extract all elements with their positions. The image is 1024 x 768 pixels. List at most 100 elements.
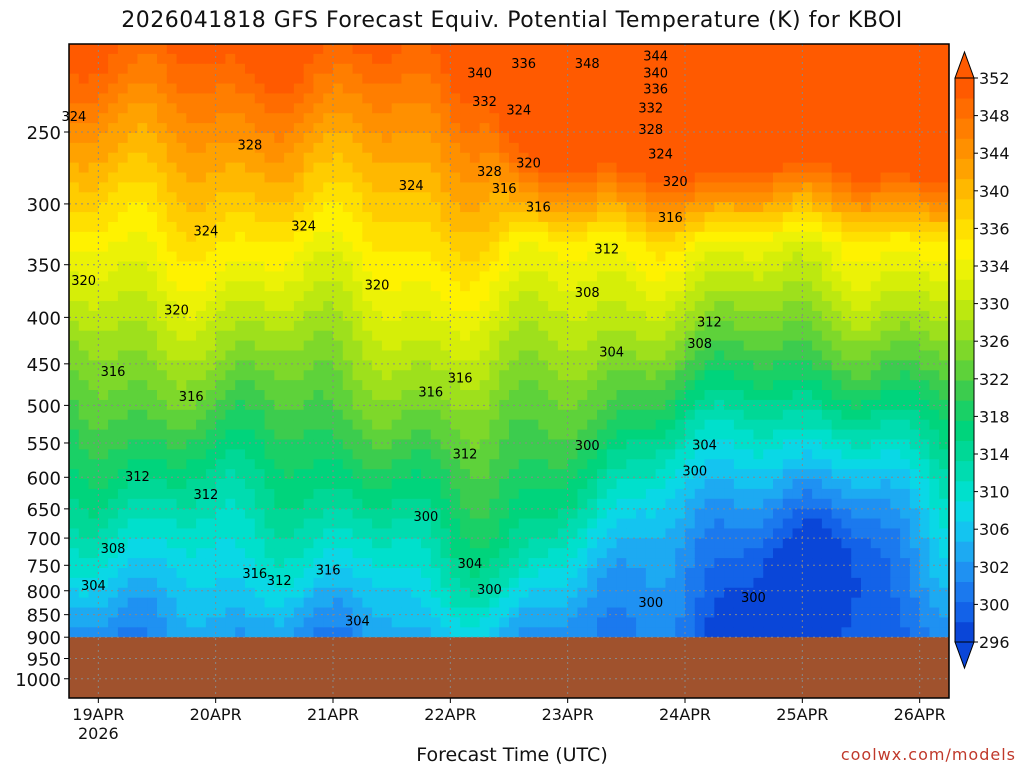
contour-label: 312 [453, 448, 478, 463]
contour-label: 300 [575, 439, 600, 454]
y-tick-label: 900 [27, 628, 61, 649]
grid [69, 44, 949, 698]
colorbar-swatch [955, 239, 974, 260]
contour-label: 308 [575, 286, 600, 301]
contour-label: 332 [638, 102, 663, 117]
contour-label: 316 [418, 386, 443, 401]
colorbar-min-arrow [954, 641, 975, 670]
colorbar-label: 318 [979, 407, 1010, 426]
terrain [69, 637, 949, 698]
credit-link[interactable]: coolwx.com/models [840, 745, 1016, 764]
colorbar-label: 314 [979, 445, 1010, 464]
contour-label: 312 [594, 243, 619, 258]
contour-label: 316 [242, 567, 267, 582]
contour-label: 316 [658, 211, 683, 226]
colorbar-swatch [955, 460, 974, 482]
contour-label: 300 [741, 591, 766, 606]
colorbar-swatch [955, 581, 974, 603]
colorbar-swatch [955, 138, 974, 159]
contour-label: 320 [516, 156, 541, 171]
colorbar-label: 348 [979, 107, 1010, 126]
contour-label: 316 [179, 390, 204, 405]
contour-label: 336 [511, 57, 536, 72]
colorbar-label: 306 [979, 520, 1010, 539]
colorbar-swatch [955, 339, 974, 361]
y-tick-label: 300 [27, 195, 61, 216]
contour-label: 312 [125, 470, 150, 485]
contour-label: 324 [506, 103, 531, 118]
contour-label: 324 [648, 147, 673, 162]
contour-label: 304 [81, 579, 106, 594]
colorbar-swatch [955, 299, 974, 321]
contour-label: 304 [457, 557, 482, 572]
contour-label: 304 [345, 615, 370, 630]
contour-label: 316 [448, 372, 473, 387]
plot-frame [68, 43, 950, 699]
contour-label: 300 [413, 510, 438, 525]
y-tick-label: 600 [27, 468, 61, 489]
colorbar-swatch [955, 440, 974, 462]
contour-label: 324 [399, 179, 424, 194]
colorbar-swatch [955, 521, 974, 542]
colorbar-label: 334 [979, 257, 1010, 276]
colorbar-swatch [955, 420, 974, 441]
chart-title: 2026041818 GFS Forecast Equiv. Potential… [121, 8, 903, 33]
contour-label: 308 [101, 542, 126, 557]
y-tick-label: 650 [27, 500, 61, 521]
contour-label: 316 [526, 201, 551, 216]
x-tick-label: 19APR [72, 705, 124, 724]
x-tick-label: 23APR [542, 705, 594, 724]
contour-label: 304 [599, 345, 624, 360]
x-axis-label: Forecast Time (UTC) [416, 744, 608, 766]
colorbar-swatch [955, 158, 974, 180]
contour-label: 316 [101, 365, 126, 380]
x-tick-label: 24APR [659, 705, 711, 724]
y-tick-label: 850 [27, 606, 61, 627]
y-tick-label: 750 [27, 556, 61, 577]
contour-label: 328 [237, 138, 262, 153]
x-tick-label: 20APR [190, 705, 242, 724]
contour-label: 312 [193, 488, 218, 503]
colorbar-swatch [955, 279, 974, 300]
contour-label: 312 [697, 315, 722, 330]
contour-label: 316 [492, 182, 517, 197]
x-tick-label: 22APR [424, 705, 476, 724]
contour-label: 324 [193, 225, 218, 240]
y-tick-label: 250 [27, 123, 61, 144]
colorbar-label: 302 [979, 558, 1010, 577]
colorbar-swatch [955, 480, 974, 502]
y-tick-label: 400 [27, 308, 61, 329]
y-tick-label: 500 [27, 396, 61, 417]
contour-label: 340 [643, 67, 668, 82]
colorbar-label: 296 [979, 633, 1010, 652]
contour-label: 336 [643, 83, 668, 98]
y-tick-label: 550 [27, 434, 61, 455]
colorbar-swatch [955, 621, 974, 643]
x-tick-label: 21APR [307, 705, 359, 724]
y-tick-label: 350 [27, 256, 61, 277]
contour-label: 324 [61, 110, 86, 125]
colorbar-swatch [955, 380, 974, 401]
contour-label: 300 [477, 583, 502, 598]
contour-label: 328 [638, 123, 663, 138]
contour-label: 332 [472, 95, 497, 110]
colorbar-label: 336 [979, 219, 1010, 238]
colorbar-label: 300 [979, 595, 1010, 614]
contour-label: 300 [638, 596, 663, 611]
colorbar-label: 322 [979, 370, 1010, 389]
contour-label: 320 [71, 274, 96, 289]
colorbar-max-arrow [954, 50, 975, 79]
y-tick-label: 1000 [15, 670, 61, 691]
colorbar-swatch [955, 78, 974, 99]
colorbar-swatch [955, 561, 974, 582]
x-tick-label: 26APR [894, 705, 946, 724]
colorbar-label: 344 [979, 144, 1010, 163]
contour-label: 316 [316, 563, 341, 578]
contour-label: 304 [692, 438, 717, 453]
y-tick-label: 800 [27, 582, 61, 603]
colorbar-swatch [955, 198, 974, 220]
x-tick-label: 25APR [776, 705, 828, 724]
colorbar-label: 352 [979, 69, 1010, 88]
colorbar [954, 50, 975, 670]
y-tick-label: 700 [27, 529, 61, 550]
